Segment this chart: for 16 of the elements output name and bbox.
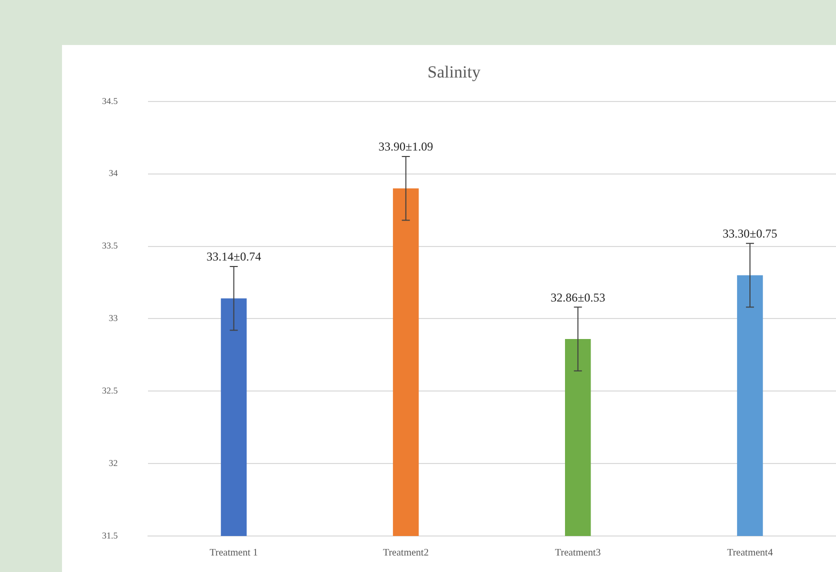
y-tick-label: 32 <box>108 458 118 468</box>
y-tick-label: 31.5 <box>102 530 118 540</box>
x-tick-label: Treatment4 <box>727 548 773 559</box>
y-tick-label: 33.5 <box>102 240 118 251</box>
chart-title: Salinity <box>428 62 481 82</box>
data-label: 32.86±0.53 <box>550 290 606 304</box>
x-tick-label: Treatment2 <box>382 548 429 559</box>
y-tick-label: 34 <box>108 168 118 178</box>
data-label: 33.14±0.74 <box>206 250 262 264</box>
y-tick-label: 34.5 <box>102 96 118 106</box>
x-tick-label: Treatment 1 <box>210 548 258 559</box>
data-label: 33.30±0.75 <box>722 226 778 241</box>
x-tick-label: Treatment3 <box>555 548 601 559</box>
data-label: 33.90±1.09 <box>378 140 434 154</box>
y-tick-label: 33 <box>108 313 118 324</box>
y-tick-label: 32.5 <box>102 385 118 396</box>
